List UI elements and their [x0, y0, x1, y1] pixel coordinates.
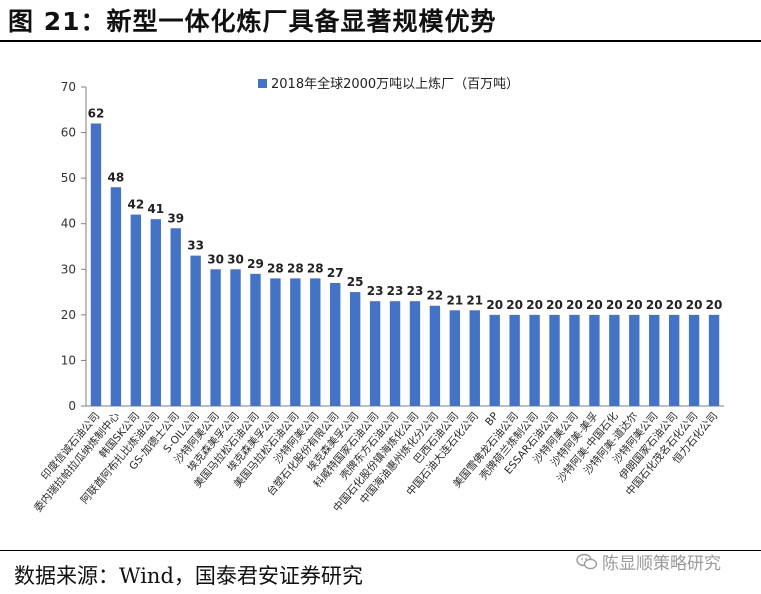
data-label: 29 — [247, 257, 264, 271]
bar — [310, 278, 321, 406]
bar — [688, 314, 700, 406]
data-label: 30 — [207, 252, 224, 266]
legend-label: 2018年全球2000万吨以上炼厂（百万吨） — [271, 76, 519, 92]
data-label: 20 — [666, 298, 683, 312]
bar — [449, 310, 461, 406]
title-rule — [0, 40, 761, 42]
data-label: 28 — [307, 261, 324, 275]
data-label: 20 — [486, 298, 503, 312]
footer-rule — [0, 550, 761, 551]
data-label: 23 — [387, 284, 404, 298]
data-label: 62 — [88, 106, 105, 120]
bar — [150, 219, 161, 406]
data-label: 20 — [706, 298, 723, 312]
y-tick-label: 20 — [61, 308, 76, 322]
data-label: 21 — [466, 293, 483, 307]
data-label: 23 — [407, 284, 424, 298]
y-tick-label: 0 — [68, 399, 76, 413]
bar — [170, 228, 181, 406]
data-label: 20 — [566, 298, 583, 312]
data-label: 20 — [526, 298, 543, 312]
bar — [529, 314, 540, 406]
bar — [250, 273, 261, 406]
data-label: 33 — [187, 239, 204, 253]
wechat-icon — [576, 553, 598, 569]
y-tick-label: 60 — [61, 126, 76, 140]
bar — [609, 314, 620, 406]
bar — [549, 314, 560, 406]
chart-legend: 2018年全球2000万吨以上炼厂（百万吨） — [258, 76, 519, 92]
data-label: 20 — [586, 298, 603, 312]
data-label: 21 — [446, 293, 463, 307]
data-label: 20 — [546, 298, 563, 312]
data-label: 41 — [147, 202, 164, 216]
data-label: 20 — [626, 298, 643, 312]
data-label: 20 — [686, 298, 703, 312]
bar — [349, 292, 361, 406]
data-label: 28 — [287, 261, 304, 275]
data-label: 39 — [167, 211, 184, 225]
bar — [389, 301, 401, 406]
y-tick-label: 70 — [61, 80, 76, 94]
data-label: 23 — [367, 284, 384, 298]
bar — [649, 314, 660, 406]
bar — [330, 282, 341, 406]
data-label: 20 — [606, 298, 623, 312]
source-note: 数据来源：Wind，国泰君安证券研究 — [14, 564, 363, 588]
chart-bars — [90, 123, 720, 406]
data-label: 20 — [506, 298, 523, 312]
bar — [230, 269, 241, 406]
data-label: 27 — [327, 266, 344, 280]
legend-swatch — [258, 79, 267, 88]
bar — [589, 314, 600, 406]
bar — [290, 278, 301, 406]
bar — [569, 314, 580, 406]
bar — [489, 314, 500, 406]
bar — [668, 314, 680, 406]
data-label: 48 — [108, 170, 125, 184]
bar — [469, 310, 480, 406]
bar — [270, 278, 281, 406]
y-tick-label: 40 — [61, 217, 76, 231]
bar — [409, 301, 421, 406]
bar — [190, 255, 201, 406]
bar — [629, 314, 640, 406]
data-label: 20 — [646, 298, 663, 312]
bar — [210, 269, 221, 406]
watermark: 陈显顺策略研究 — [576, 549, 721, 574]
bar — [509, 314, 520, 406]
y-tick-label: 10 — [61, 353, 76, 367]
bar — [369, 301, 381, 406]
bar — [708, 314, 720, 406]
watermark-text: 陈显顺策略研究 — [602, 554, 721, 574]
bar — [130, 214, 142, 406]
y-tick-label: 30 — [61, 262, 76, 276]
y-tick-label: 50 — [61, 171, 76, 185]
data-label: 30 — [227, 252, 244, 266]
bar — [429, 305, 441, 406]
data-label: 42 — [127, 198, 144, 212]
data-label: 22 — [427, 289, 444, 303]
bar — [90, 123, 102, 406]
data-label: 28 — [267, 261, 284, 275]
page-title: 图 21：新型一体化炼厂具备显著规模优势 — [8, 7, 497, 36]
data-label: 25 — [347, 275, 364, 289]
chart-category-labels: 印度信诚石油公司委内瑞拉帕拉瓜纳炼制中心韩国SK公司阿联酋阿布扎比炼油公司GS-… — [31, 409, 720, 514]
bar — [110, 187, 122, 406]
